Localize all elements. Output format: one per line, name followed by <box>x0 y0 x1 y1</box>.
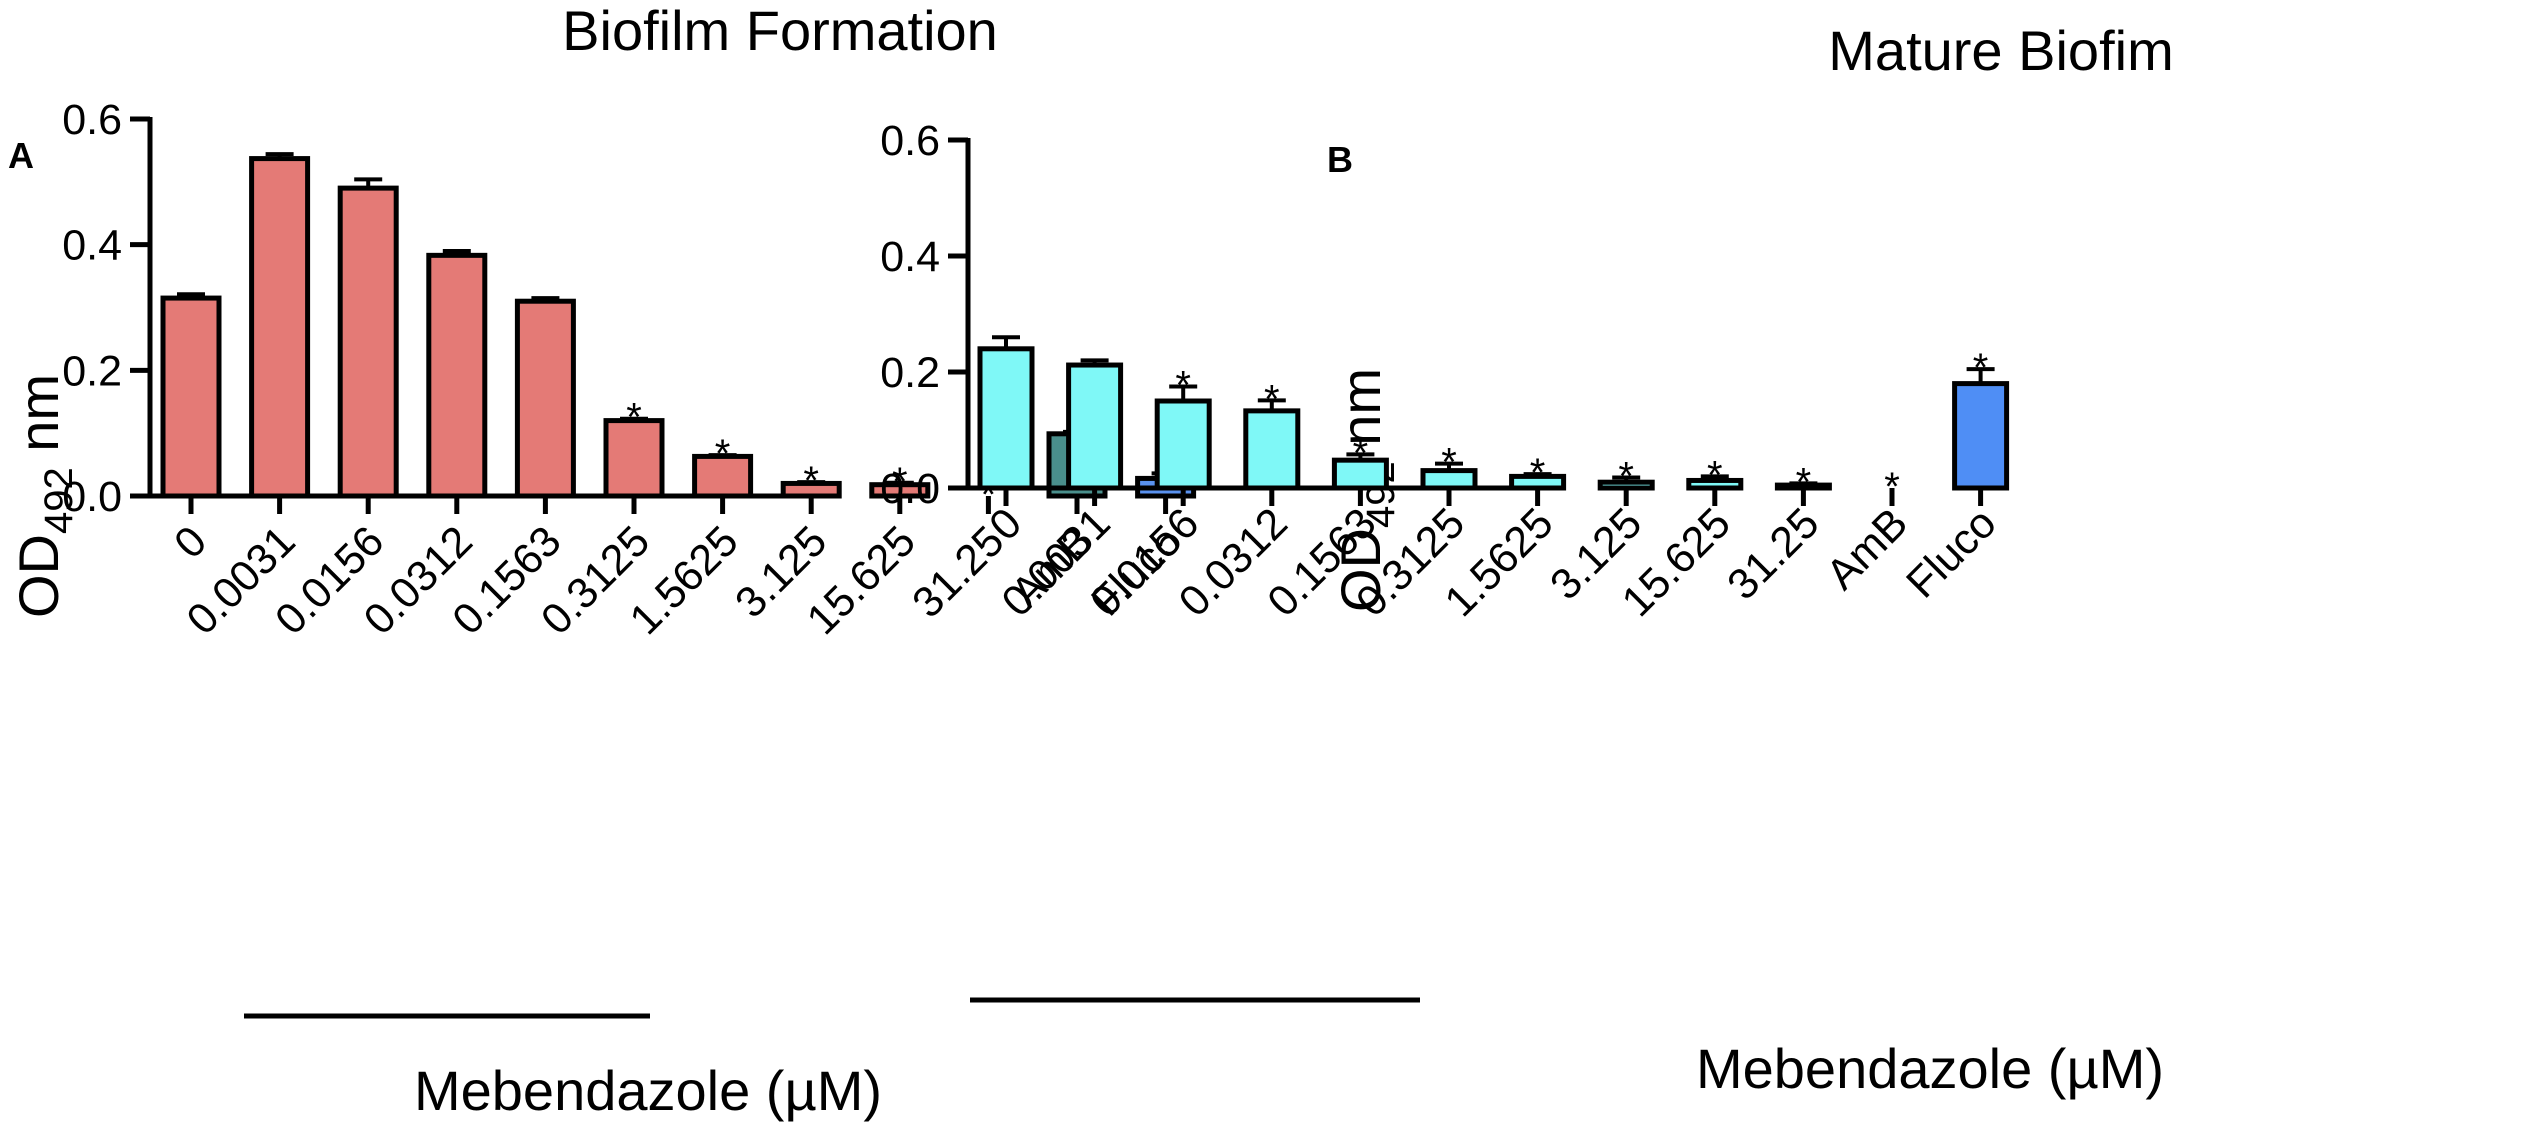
panel-b-category-label: 31.25 <box>1718 499 1828 609</box>
panel-b-bar <box>1066 362 1124 491</box>
panel-b-y-tick-label: 0.4 <box>880 233 940 281</box>
panel-b-significance-star: * <box>1884 465 1900 509</box>
panel-b-significance-star: * <box>1618 455 1634 499</box>
panel-a-label: A <box>8 135 34 176</box>
panel-a-y-tick-label: 0.4 <box>62 222 122 270</box>
panel-a-bar <box>514 298 576 499</box>
panel-b-xlabel: Mebendazole (µM) <box>1696 1037 2164 1100</box>
panel-a-ylabel-unit: nm <box>7 374 70 467</box>
panel-a-significance-star: * <box>803 459 819 503</box>
panel-b-y-tick-label: 0.2 <box>880 349 940 397</box>
panel-b-label: B <box>1327 139 1353 180</box>
panel-b-significance-star: * <box>1441 441 1457 485</box>
panel-a-y-tick-label: 0.6 <box>62 96 122 144</box>
panel-a-significance-star: * <box>626 396 642 440</box>
panel-a-bar <box>603 418 665 499</box>
panel-b-significance-star: * <box>1530 451 1546 495</box>
panel-b-significance-star: * <box>1264 377 1280 421</box>
panel-a-bar <box>249 156 311 499</box>
panel-a-plot: 0.00.20.40.600.00310.01560.03120.1563*0.… <box>62 96 1197 1019</box>
panel-a-ylabel: OD492 nm <box>7 374 81 618</box>
panel-a-xlabel: Mebendazole (µM) <box>414 1059 882 1122</box>
panel-a-bar <box>426 252 488 499</box>
panel-b-y-tick-label: 0.0 <box>880 465 940 513</box>
panel-b-significance-star: * <box>1175 364 1191 408</box>
panel-b-title: Mature Biofim <box>1828 19 2173 82</box>
panel-b-ylabel-unit: nm <box>1329 368 1392 461</box>
panel-a-significance-star: * <box>892 460 908 504</box>
panel-a-category-label: 0 <box>165 517 216 568</box>
panel-b-y-tick-label: 0.6 <box>880 117 940 165</box>
panel-a-bar <box>337 185 399 499</box>
panel-a-title: Biofilm Formation <box>562 0 998 62</box>
panel-b-bar <box>977 346 1035 491</box>
panel-b-bar <box>1952 381 2010 491</box>
panel-b-plot: 0.00.20.40.600.0031*0.0156*0.0312*0.1563… <box>880 117 2010 1003</box>
panel-b-ylabel: OD492 nm <box>1329 368 1403 612</box>
panel-b-category-label: Fluco <box>1897 499 2005 607</box>
panel-b-bar <box>1154 398 1212 491</box>
panel-a-y-tick-label: 0.0 <box>62 473 122 521</box>
panel-b-bar <box>1243 408 1301 491</box>
panel-a-ylabel-main: OD <box>7 534 70 618</box>
panel-a-bar <box>160 295 222 499</box>
panel-a-ylabel-subscript: 492 <box>37 467 81 534</box>
panel-b-significance-star: * <box>1973 346 1989 390</box>
panel-b-significance-star: * <box>1796 460 1812 504</box>
panel-b-significance-star: * <box>1353 431 1369 475</box>
panel-a-y-tick-label: 0.2 <box>62 347 122 395</box>
panel-b-category-label: AmB <box>1817 499 1917 599</box>
panel-b-ylabel-main: OD <box>1329 528 1392 612</box>
panel-a-significance-star: * <box>715 432 731 476</box>
panel-b-significance-star: * <box>1707 453 1723 497</box>
